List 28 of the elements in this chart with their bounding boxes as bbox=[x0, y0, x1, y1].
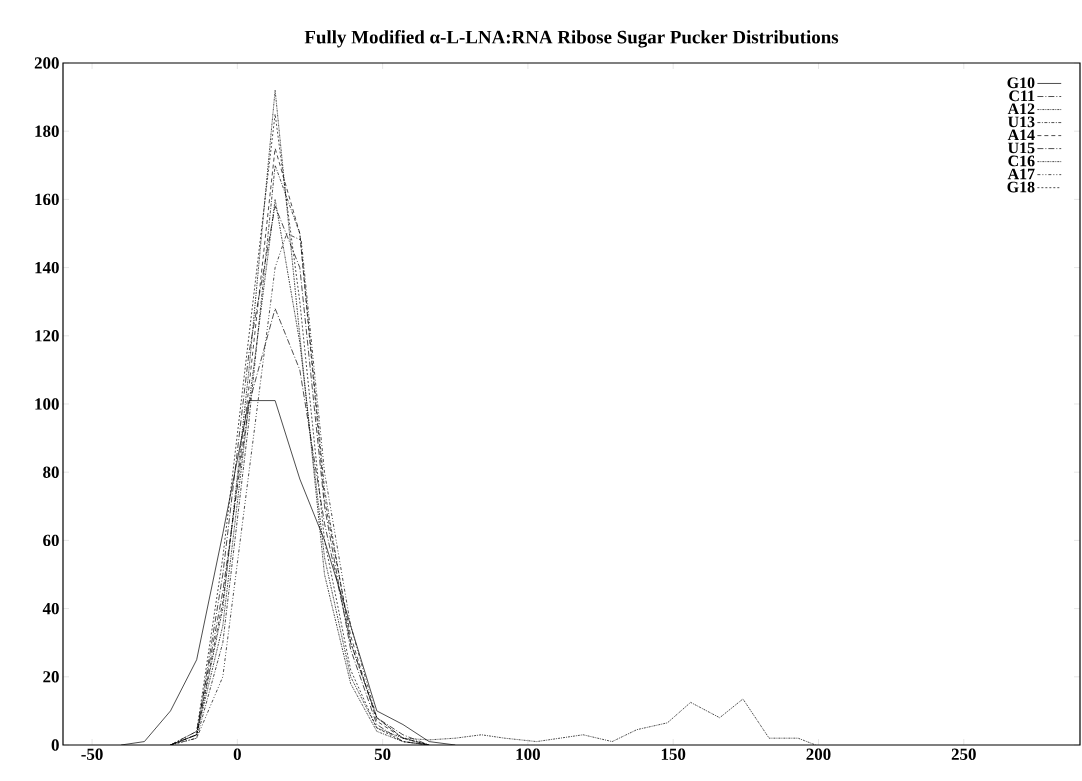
y-tick-label: 120 bbox=[35, 330, 59, 342]
legend-label: G10 bbox=[1007, 77, 1035, 89]
y-tick-label: 20 bbox=[43, 671, 59, 683]
x-tick-label: 150 bbox=[661, 748, 686, 760]
legend-label: U15 bbox=[1007, 142, 1035, 154]
y-tick-label: 100 bbox=[35, 398, 59, 410]
x-tick-label: 250 bbox=[951, 748, 976, 760]
legend-label: C11 bbox=[1009, 90, 1035, 102]
x-tick-label: 200 bbox=[806, 748, 831, 760]
y-tick-label: 40 bbox=[42, 602, 59, 615]
legend-label: C16 bbox=[1008, 155, 1035, 167]
x-tick-label: -50 bbox=[81, 748, 103, 760]
y-tick-label: 180 bbox=[35, 125, 59, 137]
legend-label: G18 bbox=[1007, 181, 1035, 193]
y-tick-label: 160 bbox=[35, 193, 59, 206]
y-tick-label: 80 bbox=[43, 466, 59, 478]
y-tick-label: 140 bbox=[35, 261, 59, 274]
legend-label: A14 bbox=[1007, 129, 1035, 141]
y-tick-label: 60 bbox=[43, 534, 59, 547]
x-tick-label: 50 bbox=[374, 748, 391, 760]
y-tick-label: 0 bbox=[51, 739, 59, 751]
legend-label: U13 bbox=[1007, 116, 1035, 128]
x-tick-label: 0 bbox=[233, 748, 241, 760]
legend-label: A12 bbox=[1007, 103, 1035, 115]
y-tick-label: 200 bbox=[34, 57, 59, 69]
x-tick-label: 100 bbox=[516, 748, 540, 760]
chart-title: Fully Modified α-L-LNA:RNA Ribose Sugar Pucker Distributions bbox=[304, 29, 839, 48]
legend-label: A17 bbox=[1007, 168, 1035, 180]
